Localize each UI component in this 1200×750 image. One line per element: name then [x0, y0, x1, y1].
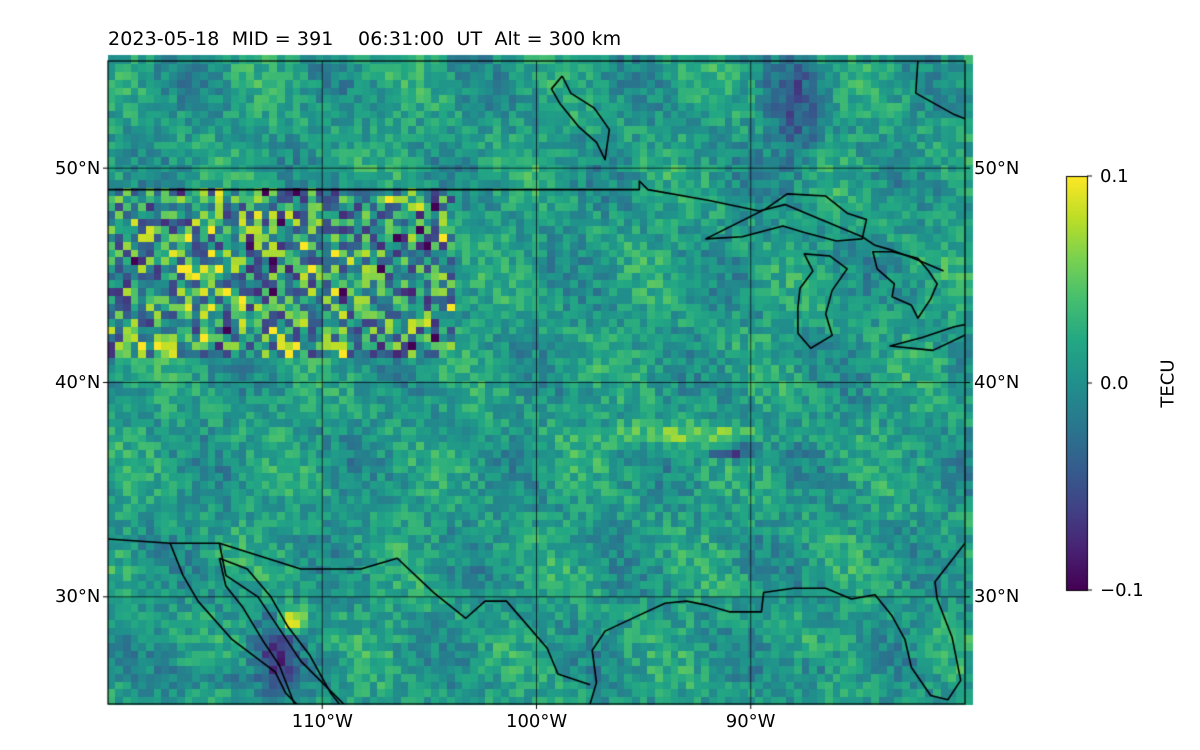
colorbar-tick-label-max: 0.1 [1100, 165, 1129, 187]
y-tick-label-30n-right: 30°N [974, 586, 1020, 608]
colorbar-tick-label-zero: 0.0 [1100, 372, 1129, 394]
y-tick-label-40n-right: 40°N [974, 372, 1020, 393]
y-tick-label-50n-left: 50°N [55, 157, 101, 179]
y-tick-label-40n-left: 40°N [55, 372, 101, 393]
y-tick-label-30n-left: 30°N [55, 586, 101, 608]
colorbar-label: TECU [1157, 358, 1179, 408]
x-tick-label-100w: 100°W [506, 710, 568, 732]
y-tick-label-50n-right: 50°N [974, 157, 1020, 179]
chart-title: 2023-05-18 MID = 391 06:31:00 UT Alt = 3… [108, 28, 622, 50]
x-tick-label-90w: 90°W [725, 710, 776, 732]
x-tick-label-110w: 110°W [291, 710, 353, 732]
colorbar-tick-label-min: −0.1 [1100, 579, 1144, 601]
